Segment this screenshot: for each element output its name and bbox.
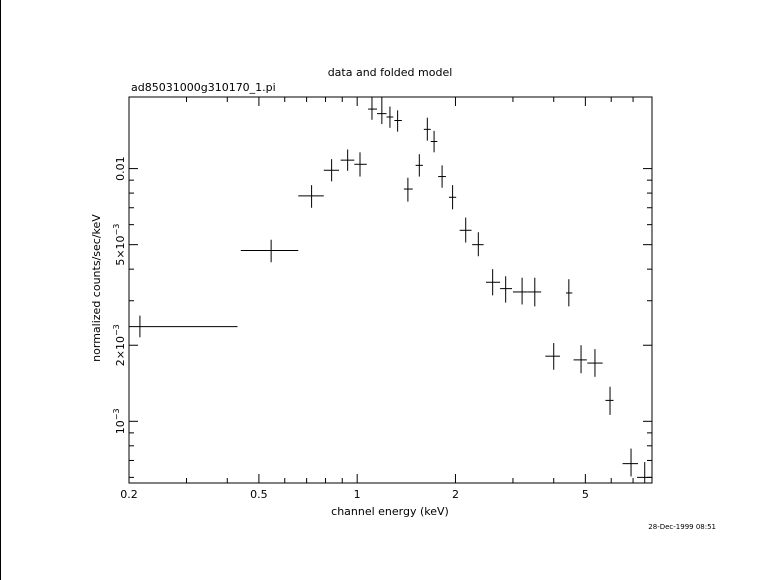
x-tick-label: 1 bbox=[354, 488, 361, 501]
y-tick-label: 0.01 bbox=[114, 156, 127, 181]
data-point bbox=[459, 217, 472, 243]
data-point bbox=[573, 345, 587, 374]
y-tick-label: 2×10−3 bbox=[112, 324, 127, 366]
data-point bbox=[637, 462, 652, 483]
data-point bbox=[565, 279, 573, 307]
chart-subtitle: ad85031000g310170_1.pi bbox=[131, 81, 276, 94]
data-point bbox=[527, 277, 542, 307]
x-tick-label: 2 bbox=[452, 488, 459, 501]
data-point bbox=[448, 185, 457, 210]
data-point bbox=[394, 110, 402, 132]
data-point bbox=[368, 97, 377, 120]
plot-frame bbox=[128, 96, 653, 484]
x-tick-label: 0.5 bbox=[250, 488, 268, 501]
data-point bbox=[415, 154, 423, 177]
data-point bbox=[485, 269, 501, 296]
y-tick-label: 5×10−3 bbox=[112, 224, 127, 266]
data-point bbox=[587, 349, 603, 377]
data-point bbox=[340, 149, 355, 171]
data-point bbox=[403, 177, 413, 202]
timestamp: 28-Dec-1999 08:51 bbox=[648, 523, 716, 531]
data-point bbox=[438, 165, 446, 188]
data-point bbox=[472, 232, 484, 257]
data-point bbox=[605, 386, 614, 415]
data-point bbox=[354, 152, 367, 177]
x-tick-label: 0.2 bbox=[120, 488, 138, 501]
data-point bbox=[500, 276, 512, 303]
data-point bbox=[512, 277, 528, 305]
x-axis-label: channel energy (keV) bbox=[331, 505, 449, 518]
tick-labels: 0.2 0.5 1 2 5 10−3 2×10−3 5×10−3 0.01 bbox=[112, 156, 589, 501]
y-axis-label: normalized counts/sec/keV bbox=[90, 214, 103, 362]
data-point bbox=[298, 185, 324, 208]
data-point bbox=[323, 159, 340, 182]
data-point bbox=[386, 106, 394, 128]
data-point bbox=[423, 117, 431, 141]
data-points bbox=[129, 97, 652, 483]
data-point bbox=[430, 130, 438, 153]
left-border bbox=[0, 0, 1, 580]
data-point bbox=[129, 315, 238, 338]
data-point bbox=[622, 448, 639, 477]
x-tick-label: 5 bbox=[582, 488, 589, 501]
data-point bbox=[376, 97, 387, 125]
data-point bbox=[545, 343, 560, 370]
chart-title: data and folded model bbox=[328, 66, 453, 79]
axis-ticks bbox=[128, 97, 653, 483]
y-tick-label: 10−3 bbox=[112, 408, 127, 434]
data-point bbox=[240, 239, 299, 263]
